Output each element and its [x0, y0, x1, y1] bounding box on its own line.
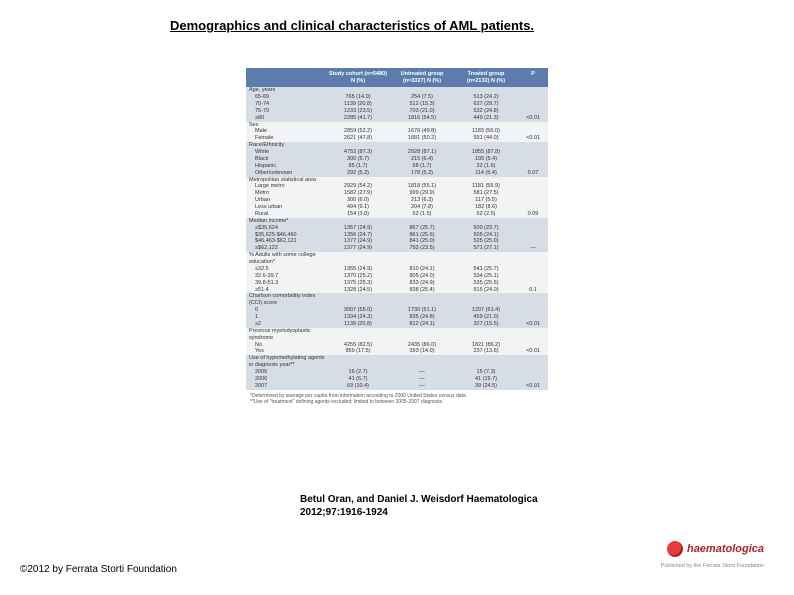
copyright: ©2012 by Ferrata Storti Foundation	[20, 564, 177, 575]
logo-subtitle: Published by the Ferrata Storti Foundati…	[661, 563, 764, 569]
logo-text: haematologica	[687, 543, 764, 555]
table-row: No4255 (82.5)2435 (86.0)1821 (86.2)	[246, 342, 548, 349]
col-treated: Treated group (n=2132) N (%)	[454, 68, 518, 87]
table-row: $46,463-$62,1211377 (24.9)841 (25.0)525 …	[246, 238, 548, 245]
section-header: Metropolitan statistical area	[246, 177, 548, 184]
section-header: Age, years	[246, 87, 548, 94]
table-row: 32.6-39.71370 (25.2)805 (24.0)534 (25.1)	[246, 273, 548, 280]
table-section: SexMale2859 (52.2)1676 (49.8)1183 (56.0)…	[246, 122, 548, 143]
table-row: Large metro2929 (54.2)1818 (55.1)1181 (5…	[246, 183, 548, 190]
table-row: ≥51.41328 (24.5)838 (25.4)515 (24.0)0.1	[246, 287, 548, 294]
table-row: Urban300 (6.0)213 (6.3)117 (5.5)	[246, 197, 548, 204]
table-section: Use of hypomethylating agents in diagnos…	[246, 355, 548, 389]
table-row: Hispanic95 (1.7)58 (1.7)32 (1.6)	[246, 163, 548, 170]
section-header: Charlson comorbidity index (CCI) score	[246, 293, 548, 307]
col-p: P	[518, 68, 548, 87]
table-row: 200516 (2.7)—15 (7.3)	[246, 369, 548, 376]
table-row: 03007 (55.0)1730 (51.1)1297 (61.4)	[246, 307, 548, 314]
col-study-cohort: Study cohort (n=5480) N (%)	[326, 68, 390, 87]
table-section: % Adults with some college education*≤32…	[246, 252, 548, 293]
table-row: Yes959 (17.5)393 (14.0)237 (13.6)<0.01	[246, 348, 548, 355]
table-row: Rural154 (3.0)52 (1.5)52 (2.5)0.09	[246, 211, 548, 218]
table-row: Male2859 (52.2)1676 (49.8)1183 (56.0)	[246, 128, 548, 135]
table-row: 11334 (24.3)835 (24.8)459 (21.0)	[246, 314, 548, 321]
citation: Betul Oran, and Daniel J. Weisdorf Haema…	[300, 494, 538, 519]
table-row: Less urban494 (9.1)204 (7.8)182 (8.6)	[246, 204, 548, 211]
table-footnotes: *Determined by average per capita from i…	[246, 390, 548, 408]
citation-line2: 2012;97:1916-1924	[300, 507, 538, 520]
table-section: Age, years65-69765 (14.0)254 (7.5)513 (2…	[246, 87, 548, 121]
table-row: ≥802285 (41.7)1816 (54.5)449 (21.3)<0.01	[246, 115, 548, 122]
table-row: Other/unknown292 (5.3)178 (5.3)114 (5.4)…	[246, 170, 548, 177]
section-header: % Adults with some college education*	[246, 252, 548, 266]
section-header: Median income*	[246, 218, 548, 225]
table-section: Median income*≤$35,6241357 (24.9)867 (25…	[246, 218, 548, 252]
col-untreated: Untreated group (n=3327) N (%)	[390, 68, 454, 87]
page-title: Demographics and clinical characteristic…	[170, 18, 534, 33]
table-row: 75-791233 (23.5)703 (21.0)532 (24.8)	[246, 108, 548, 115]
table-row: White4753 (87.3)2928 (87.1)1855 (87.8)	[246, 149, 548, 156]
table-row: ≥$62,1221377 (24.9)793 (23.5)571 (27.1)—	[246, 245, 548, 252]
table-row: 70-741139 (20.8)512 (15.3)627 (29.7)	[246, 101, 548, 108]
demographics-table: Study cohort (n=5480) N (%) Untreated gr…	[246, 68, 548, 407]
table-header-row: Study cohort (n=5480) N (%) Untreated gr…	[246, 68, 548, 87]
table-row: 200769 (10.4)—39 (24.5)<0.01	[246, 383, 548, 390]
table-row: $35,625-$46,4601356 (24.7)861 (25.6)505 …	[246, 232, 548, 239]
table-section: Metropolitan statistical areaLarge metro…	[246, 177, 548, 218]
section-header: Previous myelodysplastic syndrome	[246, 328, 548, 342]
table-row: 200641 (6.7)—41 (19.7)	[246, 376, 548, 383]
table-row: ≤$35,6241357 (24.9)867 (25.7)500 (23.7)	[246, 225, 548, 232]
table-section: Race/EthnicityWhite4753 (87.3)2928 (87.1…	[246, 142, 548, 176]
section-header: Use of hypomethylating agents in diagnos…	[246, 355, 548, 369]
publisher-logo: haematologica	[667, 541, 764, 557]
table-row: Metro1582 (27.9)999 (29.9)581 (27.5)	[246, 190, 548, 197]
table-row: Black300 (5.7)215 (6.4)105 (5.4)	[246, 156, 548, 163]
section-header: Race/Ethnicity	[246, 142, 548, 149]
table-row: 65-69765 (14.0)254 (7.5)513 (24.2)	[246, 94, 548, 101]
table-row: ≥21139 (20.8)812 (24.1)327 (15.5)<0.01	[246, 321, 548, 328]
table-row: ≤32.51355 (24.9)810 (24.1)541 (25.7)	[246, 266, 548, 273]
section-header: Sex	[246, 122, 548, 129]
haematologica-icon	[667, 541, 683, 557]
table-section: Charlson comorbidity index (CCI) score03…	[246, 293, 548, 327]
table-row: 39.8-51.31375 (25.3)833 (24.9)535 (25.5)	[246, 280, 548, 287]
citation-line1: Betul Oran, and Daniel J. Weisdorf Haema…	[300, 494, 538, 507]
table-section: Previous myelodysplastic syndromeNo4255 …	[246, 328, 548, 356]
table-row: Female2621 (47.8)1681 (50.2)931 (44.0)<0…	[246, 135, 548, 142]
